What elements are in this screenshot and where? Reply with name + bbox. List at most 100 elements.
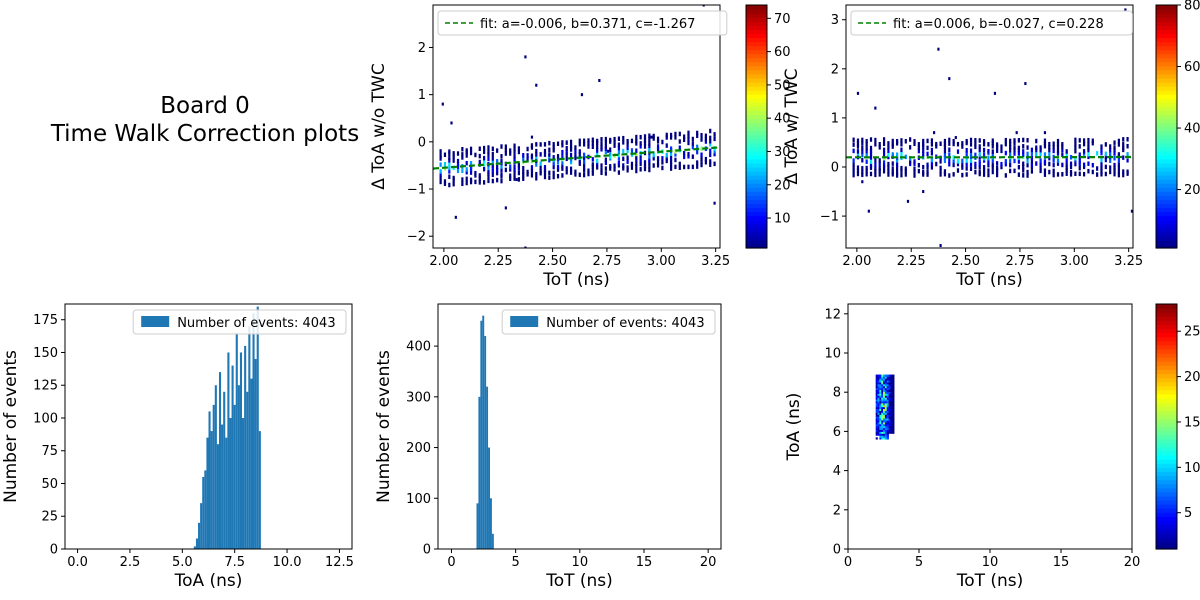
y-tick-label: 300 <box>406 390 431 405</box>
histogram-bin <box>1061 172 1064 177</box>
histogram-bin <box>535 142 538 147</box>
histogram-bin <box>709 159 712 164</box>
histogram-bin <box>504 144 507 149</box>
histogram-bin <box>1039 168 1042 174</box>
histogram-bin <box>461 155 464 160</box>
histogram-bin <box>884 387 888 391</box>
histogram-bin <box>600 167 603 173</box>
x-tick-label: 5.0 <box>172 555 193 570</box>
colorbar-segment <box>1156 86 1177 91</box>
histogram-bin <box>1078 155 1081 160</box>
histogram-bin <box>569 166 573 172</box>
histogram-bin <box>890 424 893 427</box>
histogram-bin <box>881 412 884 415</box>
histogram-bin <box>969 166 973 171</box>
histogram-bin <box>709 128 712 134</box>
histogram-bin <box>678 145 681 151</box>
histogram-bin <box>892 424 895 427</box>
histogram-bin <box>1052 144 1055 150</box>
histogram-bin <box>1104 164 1107 170</box>
histogram-bin <box>883 374 886 377</box>
colorbar-segment <box>746 171 767 176</box>
histogram-bin <box>548 152 551 157</box>
histogram-bin <box>1126 137 1129 142</box>
histogram-bin <box>881 393 884 396</box>
histogram-bin <box>543 165 547 170</box>
histogram-bin <box>500 172 503 177</box>
colorbar-segment <box>1156 451 1177 456</box>
histogram-bin <box>626 168 629 173</box>
outlier-bin <box>954 136 957 140</box>
histogram-bin <box>678 161 681 167</box>
colorbar-segment <box>1156 158 1177 164</box>
histogram-bin <box>543 142 547 147</box>
histogram-bin <box>917 168 920 174</box>
x-tick-label: 20 <box>700 555 717 570</box>
histogram-bar <box>212 404 215 549</box>
histogram-bar <box>204 470 207 549</box>
histogram-bin <box>991 144 994 149</box>
histogram-bin <box>888 389 891 392</box>
histogram-bin <box>522 156 525 162</box>
histogram-bin <box>604 157 607 163</box>
histogram-bin <box>709 138 712 144</box>
histogram-bin <box>877 412 880 415</box>
histogram-bin <box>900 165 903 171</box>
colorbar-segment <box>746 239 767 245</box>
colorbar-segment <box>746 110 767 115</box>
y-tick-label: 0 <box>418 135 426 150</box>
histogram-bin <box>709 142 712 147</box>
colorbar-segment <box>1156 235 1177 241</box>
colorbar-tick-label: 40 <box>1184 122 1200 137</box>
histogram-bin <box>882 168 886 174</box>
histogram-bin <box>877 420 880 423</box>
histogram-bin <box>884 420 888 423</box>
histogram-bin <box>886 406 889 410</box>
histogram-bin <box>930 147 933 153</box>
histogram-bin <box>891 142 894 147</box>
histogram-bin <box>483 166 486 172</box>
colorbar-segment <box>1156 459 1177 464</box>
histogram-bin <box>861 172 864 178</box>
histogram-bin <box>661 139 664 145</box>
histogram-bin <box>892 431 895 434</box>
colorbar-segment <box>1156 410 1177 415</box>
histogram-bin <box>561 160 564 165</box>
colorbar-segment <box>746 146 767 152</box>
outlier-bin <box>713 201 716 205</box>
colorbar-segment <box>1156 471 1177 477</box>
colorbar-segment <box>1156 122 1177 128</box>
histogram-bin <box>1056 151 1060 156</box>
histogram-bar <box>252 313 255 549</box>
histogram-bin <box>892 404 895 408</box>
histogram-bin <box>613 167 616 172</box>
histogram-bin <box>888 404 891 408</box>
histogram-bin <box>496 159 499 164</box>
colorbar-segment <box>1156 183 1177 188</box>
legend-swatch <box>141 316 170 327</box>
histogram-bin <box>930 142 933 147</box>
histogram-bin <box>913 139 916 144</box>
histogram-bin <box>1030 163 1034 168</box>
outlier-bin <box>515 178 518 182</box>
histogram-bin <box>896 155 899 161</box>
histogram-bin <box>583 152 586 158</box>
histogram-bin <box>600 137 603 142</box>
histogram-bin <box>635 134 638 140</box>
histogram-bin <box>1109 158 1112 163</box>
outlier-bin <box>441 102 444 106</box>
colorbar-segment <box>746 207 767 213</box>
histogram-bin <box>561 142 564 148</box>
histogram-bin <box>887 168 890 174</box>
histogram-bin <box>691 141 694 146</box>
histogram-bin <box>888 385 891 389</box>
histogram-bin <box>881 429 884 432</box>
histogram-bin <box>969 137 973 143</box>
colorbar-segment <box>1156 320 1177 326</box>
histogram-bin <box>539 161 542 166</box>
histogram-bin <box>886 422 889 425</box>
histogram-bin <box>700 156 703 161</box>
histogram-bin <box>569 139 573 145</box>
